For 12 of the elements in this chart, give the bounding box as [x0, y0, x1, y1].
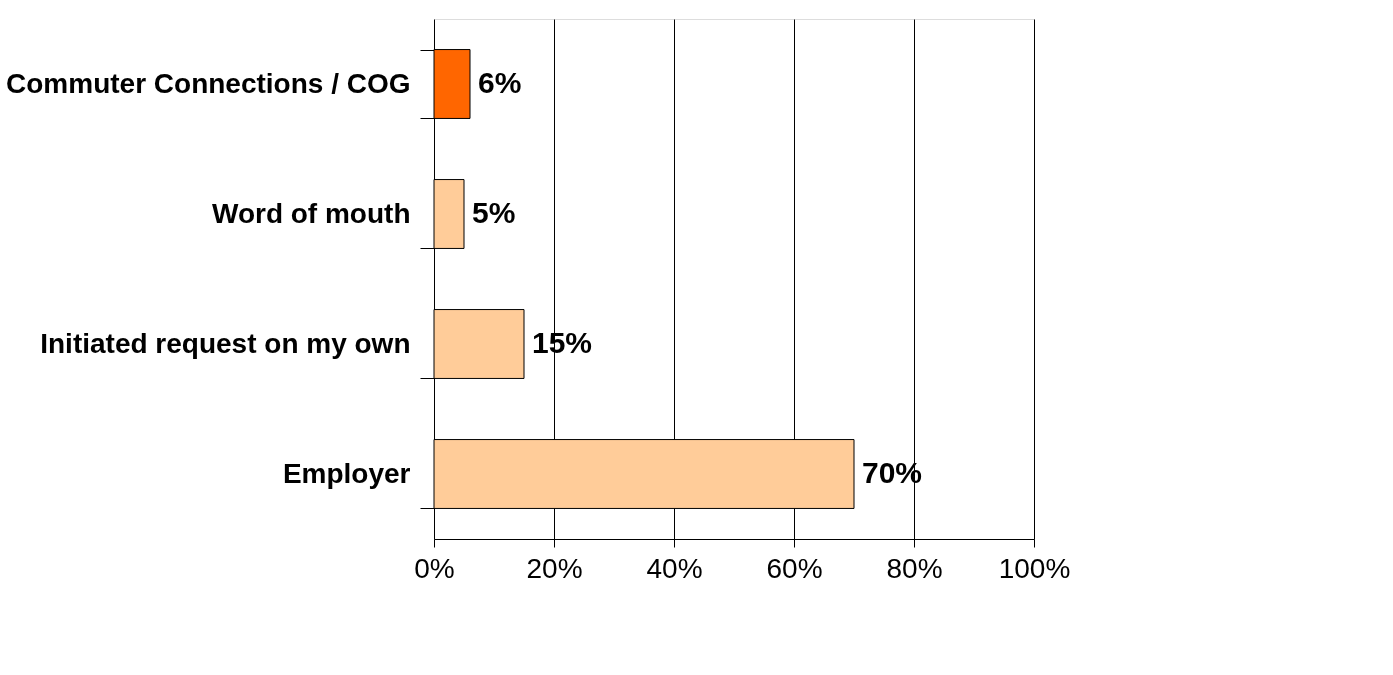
x-tick-label: 20%	[526, 552, 583, 584]
y-tick-label: Employer	[282, 457, 411, 489]
x-tick-label: 0%	[414, 552, 455, 584]
data-label: 5%	[472, 196, 516, 229]
y-tick-label: Initiated request on my own	[40, 327, 411, 359]
x-tick-label: 40%	[646, 552, 703, 584]
y-tick-label: Commuter Connections / COG	[6, 67, 411, 99]
y-tick-label: Word of mouth	[211, 197, 411, 229]
data-label: 6%	[478, 66, 522, 99]
x-tick-label: 60%	[766, 552, 823, 584]
x-tick-label: 100%	[998, 552, 1071, 584]
x-tick-label: 80%	[886, 552, 943, 584]
